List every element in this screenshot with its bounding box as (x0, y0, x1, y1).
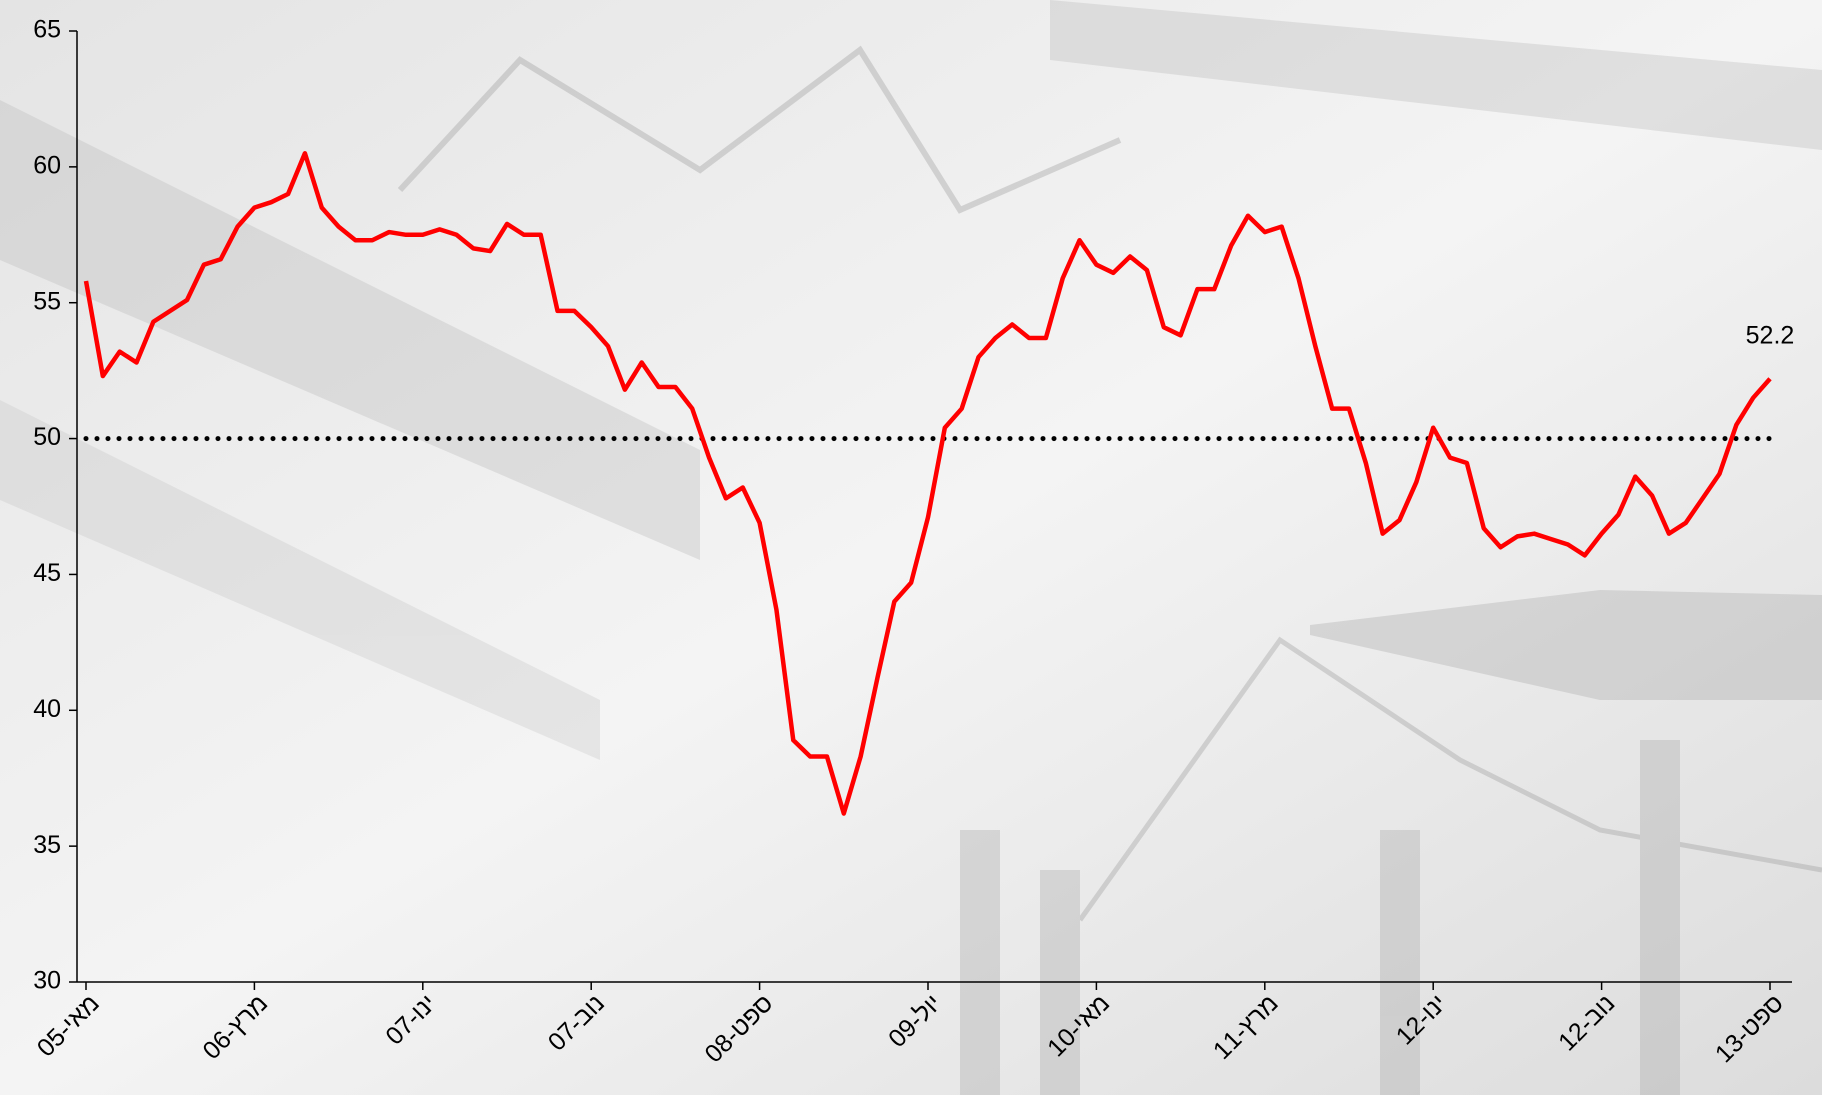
y-tick-label: 55 (33, 287, 61, 315)
y-tick-label: 45 (33, 559, 61, 587)
y-tick-label: 50 (33, 423, 61, 451)
y-tick-label: 40 (33, 695, 61, 723)
y-tick-label: 30 (33, 967, 61, 995)
y-tick-label: 35 (33, 831, 61, 859)
y-tick-label: 60 (33, 151, 61, 179)
data-label: 52.2 (1746, 321, 1795, 349)
data-line (83, 151, 1772, 816)
y-tick-label: 65 (33, 16, 61, 44)
